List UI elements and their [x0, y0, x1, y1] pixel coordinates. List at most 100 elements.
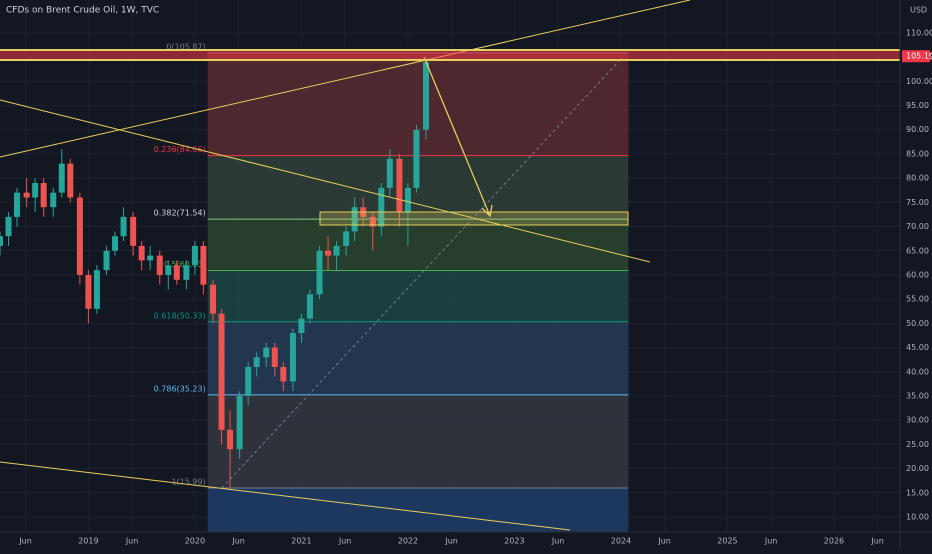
fib-label: 0.786(35.23) — [154, 384, 206, 393]
candle-body — [23, 192, 30, 198]
x-tick-label: Jun — [444, 537, 458, 546]
candle-body — [210, 284, 217, 314]
y-tick-label: 90.00 — [906, 125, 929, 134]
last-price-tag — [902, 50, 930, 63]
x-tick-label: Jun — [18, 537, 32, 546]
candle-body — [316, 250, 323, 295]
y-tick-label: 50.00 — [906, 319, 929, 328]
x-tick-label: 2022 — [398, 537, 418, 546]
candle-body — [32, 182, 39, 198]
x-tick-label: Jun — [764, 537, 778, 546]
candle-body — [236, 395, 243, 450]
candle-body — [76, 197, 83, 275]
target-zone — [319, 211, 629, 226]
candle-body — [253, 357, 260, 367]
x-tick-label: Jun — [870, 537, 884, 546]
y-tick-label: 45.00 — [906, 343, 929, 352]
candle-body — [218, 313, 225, 430]
candle-body — [112, 236, 119, 251]
chart-title: CFDs on Brent Crude Oil, 1W, TVC — [6, 6, 159, 16]
candle-body — [227, 429, 234, 450]
fib-label: 0.236(84.66) — [154, 145, 206, 154]
fib-label: 0.382(71.54) — [154, 209, 206, 218]
candle-body — [413, 129, 420, 188]
candle-body — [147, 255, 154, 261]
fib-zone — [207, 321, 629, 395]
fib-trend-line — [221, 59, 621, 489]
candle-body — [156, 255, 163, 275]
y-tick-label: 65.00 — [906, 246, 929, 255]
y-tick-label: 70.00 — [906, 222, 929, 231]
candle-body — [298, 318, 305, 334]
y-tick-label: 80.00 — [906, 174, 929, 183]
fib-label: 1(15.99) — [171, 477, 205, 486]
candle-body — [67, 163, 74, 198]
x-tick-label: Jun — [657, 537, 671, 546]
candle-body — [325, 250, 332, 256]
candle-body — [423, 61, 430, 130]
y-tick-label: 25.00 — [906, 440, 929, 449]
y-tick-label: 95.00 — [906, 101, 929, 110]
candle-body — [40, 182, 47, 208]
x-tick-label: 2025 — [717, 537, 737, 546]
candle-body — [130, 216, 137, 246]
candle-body — [271, 347, 278, 367]
candle-body — [165, 265, 172, 275]
y-tick-label: 60.00 — [906, 270, 929, 279]
trend-line — [0, 0, 691, 158]
y-tick-label: 100.00 — [906, 77, 932, 86]
candle-body — [85, 274, 92, 309]
y-tick-label: 110.00 — [906, 28, 932, 37]
x-tick-label: 2021 — [291, 537, 311, 546]
candle-body — [404, 187, 411, 213]
candle-body — [191, 245, 198, 266]
candle-body — [289, 333, 296, 382]
y-tick-label: 85.00 — [906, 149, 929, 158]
candle-body — [333, 245, 340, 256]
candle-body — [280, 366, 287, 382]
candle-body — [200, 245, 207, 285]
candle-body — [396, 158, 403, 213]
y-tick-label: 30.00 — [906, 416, 929, 425]
fib-label: 0.618(50.33) — [154, 311, 206, 320]
candle-body — [183, 265, 190, 280]
y-tick-label: 35.00 — [906, 391, 929, 400]
candle-body — [138, 245, 145, 261]
y-tick-label: 10.00 — [906, 512, 929, 521]
x-tick-label: 2024 — [611, 537, 631, 546]
fib-label: 0.5(60.93) — [164, 260, 206, 269]
fib-zone — [207, 394, 629, 488]
currency: USD — [910, 6, 927, 15]
candle-body — [386, 158, 393, 188]
x-tick-label: Jun — [231, 537, 245, 546]
fib-label: 0(105.87) — [166, 42, 205, 51]
candle-body — [120, 216, 127, 237]
y-tick-label: 75.00 — [906, 198, 929, 207]
candle-body — [0, 236, 3, 246]
candle-body — [173, 265, 180, 280]
candle-body — [93, 270, 100, 309]
trend-line — [0, 99, 651, 263]
y-tick-label: 40.00 — [906, 367, 929, 376]
x-tick-label: Jun — [551, 537, 565, 546]
trend-line — [0, 461, 571, 531]
candle-body — [351, 207, 358, 232]
x-tick-label: 2023 — [504, 537, 524, 546]
candle-body — [14, 192, 21, 217]
x-tick-label: 2026 — [824, 537, 844, 546]
arrow — [423, 56, 491, 217]
arrow-head — [481, 204, 493, 218]
fib-zone — [207, 219, 629, 271]
candle-body — [306, 294, 313, 319]
resistance-zone — [0, 50, 900, 60]
y-tick-label: 20.00 — [906, 464, 929, 473]
candle-body — [369, 216, 376, 227]
last-price-label: 105.19 — [906, 52, 932, 61]
candle-body — [50, 192, 57, 208]
candle-body — [263, 347, 270, 358]
x-tick-label: Jun — [338, 537, 352, 546]
candle-body — [58, 163, 65, 193]
candle-body — [245, 366, 252, 396]
y-tick-label: 55.00 — [906, 295, 929, 304]
fib-zone — [207, 270, 629, 322]
